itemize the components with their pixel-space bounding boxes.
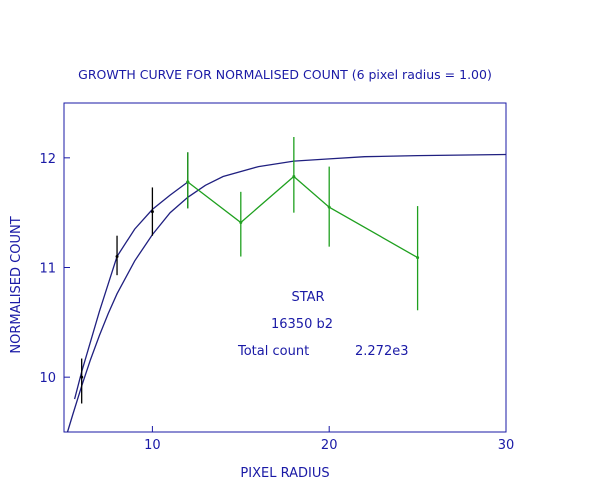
plot-frame: [63, 102, 507, 433]
y-tick-label: 10: [39, 371, 56, 386]
x-tick-label: 30: [498, 438, 515, 453]
series-3-line: [187, 175, 418, 259]
series-0-line: [66, 153, 507, 433]
series-3-point: [292, 174, 296, 178]
series-1-line: [73, 181, 189, 400]
x-tick-label: 20: [321, 438, 338, 453]
series-2-point: [80, 375, 84, 379]
y-tick-label: 12: [39, 152, 56, 167]
series-3-point: [416, 256, 420, 260]
chart-title: GROWTH CURVE FOR NORMALISED COUNT (6 pix…: [78, 67, 492, 82]
y-axis-label: NORMALISED COUNT: [9, 216, 24, 353]
x-axis-label: PIXEL RADIUS: [240, 466, 329, 481]
x-tick-label: 10: [144, 438, 161, 453]
y-tick-label: 11: [39, 262, 56, 277]
data-series: [66, 136, 507, 433]
series-3-point: [186, 180, 190, 184]
axis-ticks: 10 20 30 10 11 12: [39, 152, 514, 453]
series-2-point: [115, 255, 119, 259]
annotation-id: 16350 b2: [271, 317, 333, 332]
series-3-point: [327, 205, 331, 209]
annotation-total-value: 2.272e3: [355, 344, 409, 359]
series-3-point: [239, 221, 243, 225]
annotation-star: STAR: [291, 290, 324, 305]
annotation-total-label: Total count: [237, 344, 309, 359]
series-2-point: [150, 210, 154, 214]
